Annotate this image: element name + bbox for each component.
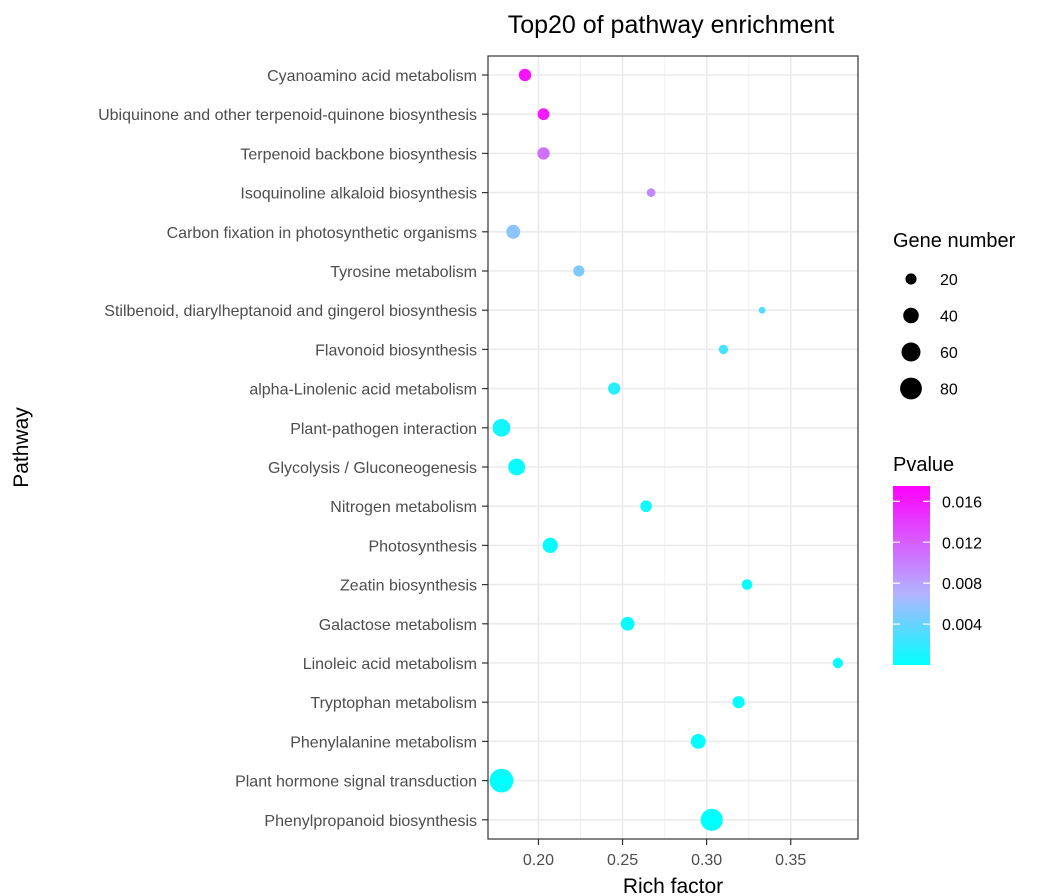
data-point [690, 734, 706, 749]
y-tick-label: Carbon fixation in photosynthetic organi… [167, 225, 477, 242]
size-legend-label: 60 [940, 345, 958, 362]
size-legend-key [903, 307, 919, 324]
y-tick-label: Nitrogen metabolism [330, 499, 477, 516]
y-tick-label: Plant-pathogen interaction [290, 421, 477, 438]
y-tick-label: Terpenoid backbone biosynthesis [240, 146, 477, 163]
data-point [646, 188, 656, 197]
y-axis-ticks: Cyanoamino acid metabolism Ubiquinone and… [98, 68, 488, 830]
y-tick-label: Linoleic acid metabolism [303, 656, 477, 673]
pvalue-colorbar [893, 486, 930, 665]
y-tick-label: alpha-Linolenic acid metabolism [249, 382, 477, 399]
colorbar-label: 0.016 [942, 494, 982, 511]
data-point [537, 108, 550, 121]
y-tick-label: Flavonoid biosynthesis [315, 342, 477, 359]
size-legend-key [901, 342, 921, 362]
colorbar-label: 0.004 [942, 617, 982, 634]
y-tick-label: Phenylalanine metabolism [290, 734, 477, 751]
data-point [506, 224, 521, 239]
data-point [537, 147, 550, 160]
size-legend-title: Gene number [893, 230, 1016, 252]
size-legend-key [900, 377, 922, 400]
x-tick-label: 0.20 [523, 852, 554, 869]
y-tick-label: Tryptophan metabolism [310, 695, 477, 712]
plot-panel-border [487, 55, 859, 840]
data-point [700, 808, 723, 831]
data-point [832, 657, 843, 669]
data-point [542, 537, 558, 553]
data-point [640, 500, 652, 513]
data-point [518, 68, 532, 82]
data-point [608, 382, 621, 395]
data-point [508, 458, 526, 476]
data-point [492, 418, 511, 437]
data-point [741, 579, 753, 590]
y-tick-label: Ubiquinone and other terpenoid-quinone b… [98, 107, 477, 124]
y-tick-label: Galactose metabolism [319, 617, 477, 634]
y-tick-label: Phenylpropanoid biosynthesis [264, 813, 477, 830]
y-tick-label: Stilbenoid, diarylheptanoid and gingerol… [104, 303, 477, 320]
size-legend-key [905, 273, 917, 285]
x-tick-label: 0.35 [775, 852, 806, 869]
grid [488, 56, 858, 839]
y-tick-label: Isoquinoline alkaloid biosynthesis [240, 186, 477, 203]
data-point [573, 265, 585, 277]
size-legend-label: 40 [940, 309, 958, 326]
x-axis-label: Rich factor [623, 875, 723, 896]
y-axis-label: Pathway [10, 407, 33, 488]
colorbar-label: 0.012 [942, 535, 982, 552]
color-legend: Pvalue 0.004 0.008 0.012 0.016 [893, 454, 982, 665]
colorbar-label: 0.008 [942, 576, 982, 593]
x-tick-label: 0.25 [607, 852, 638, 869]
y-tick-label: Plant hormone signal transduction [235, 774, 477, 791]
data-point [620, 616, 635, 631]
x-tick-label: 0.30 [691, 852, 722, 869]
y-tick-label: Photosynthesis [368, 538, 477, 555]
size-legend-label: 20 [940, 272, 958, 289]
chart-title: Top20 of pathway enrichment [508, 11, 835, 39]
color-legend-title: Pvalue [893, 454, 954, 476]
y-tick-label: Cyanoamino acid metabolism [267, 68, 477, 85]
data-point [718, 344, 729, 355]
y-tick-label: Tyrosine metabolism [330, 264, 477, 281]
data-point [489, 768, 514, 793]
data-points [489, 68, 843, 831]
size-legend-label: 80 [940, 382, 958, 399]
y-tick-label: Zeatin biosynthesis [340, 578, 477, 595]
x-axis-ticks: 0.20 0.25 0.30 0.35 [523, 839, 806, 869]
data-point [732, 696, 745, 709]
data-point [758, 306, 766, 314]
size-legend: Gene number 20 40 60 80 [893, 230, 1016, 400]
y-tick-label: Glycolysis / Gluconeogenesis [268, 460, 477, 477]
